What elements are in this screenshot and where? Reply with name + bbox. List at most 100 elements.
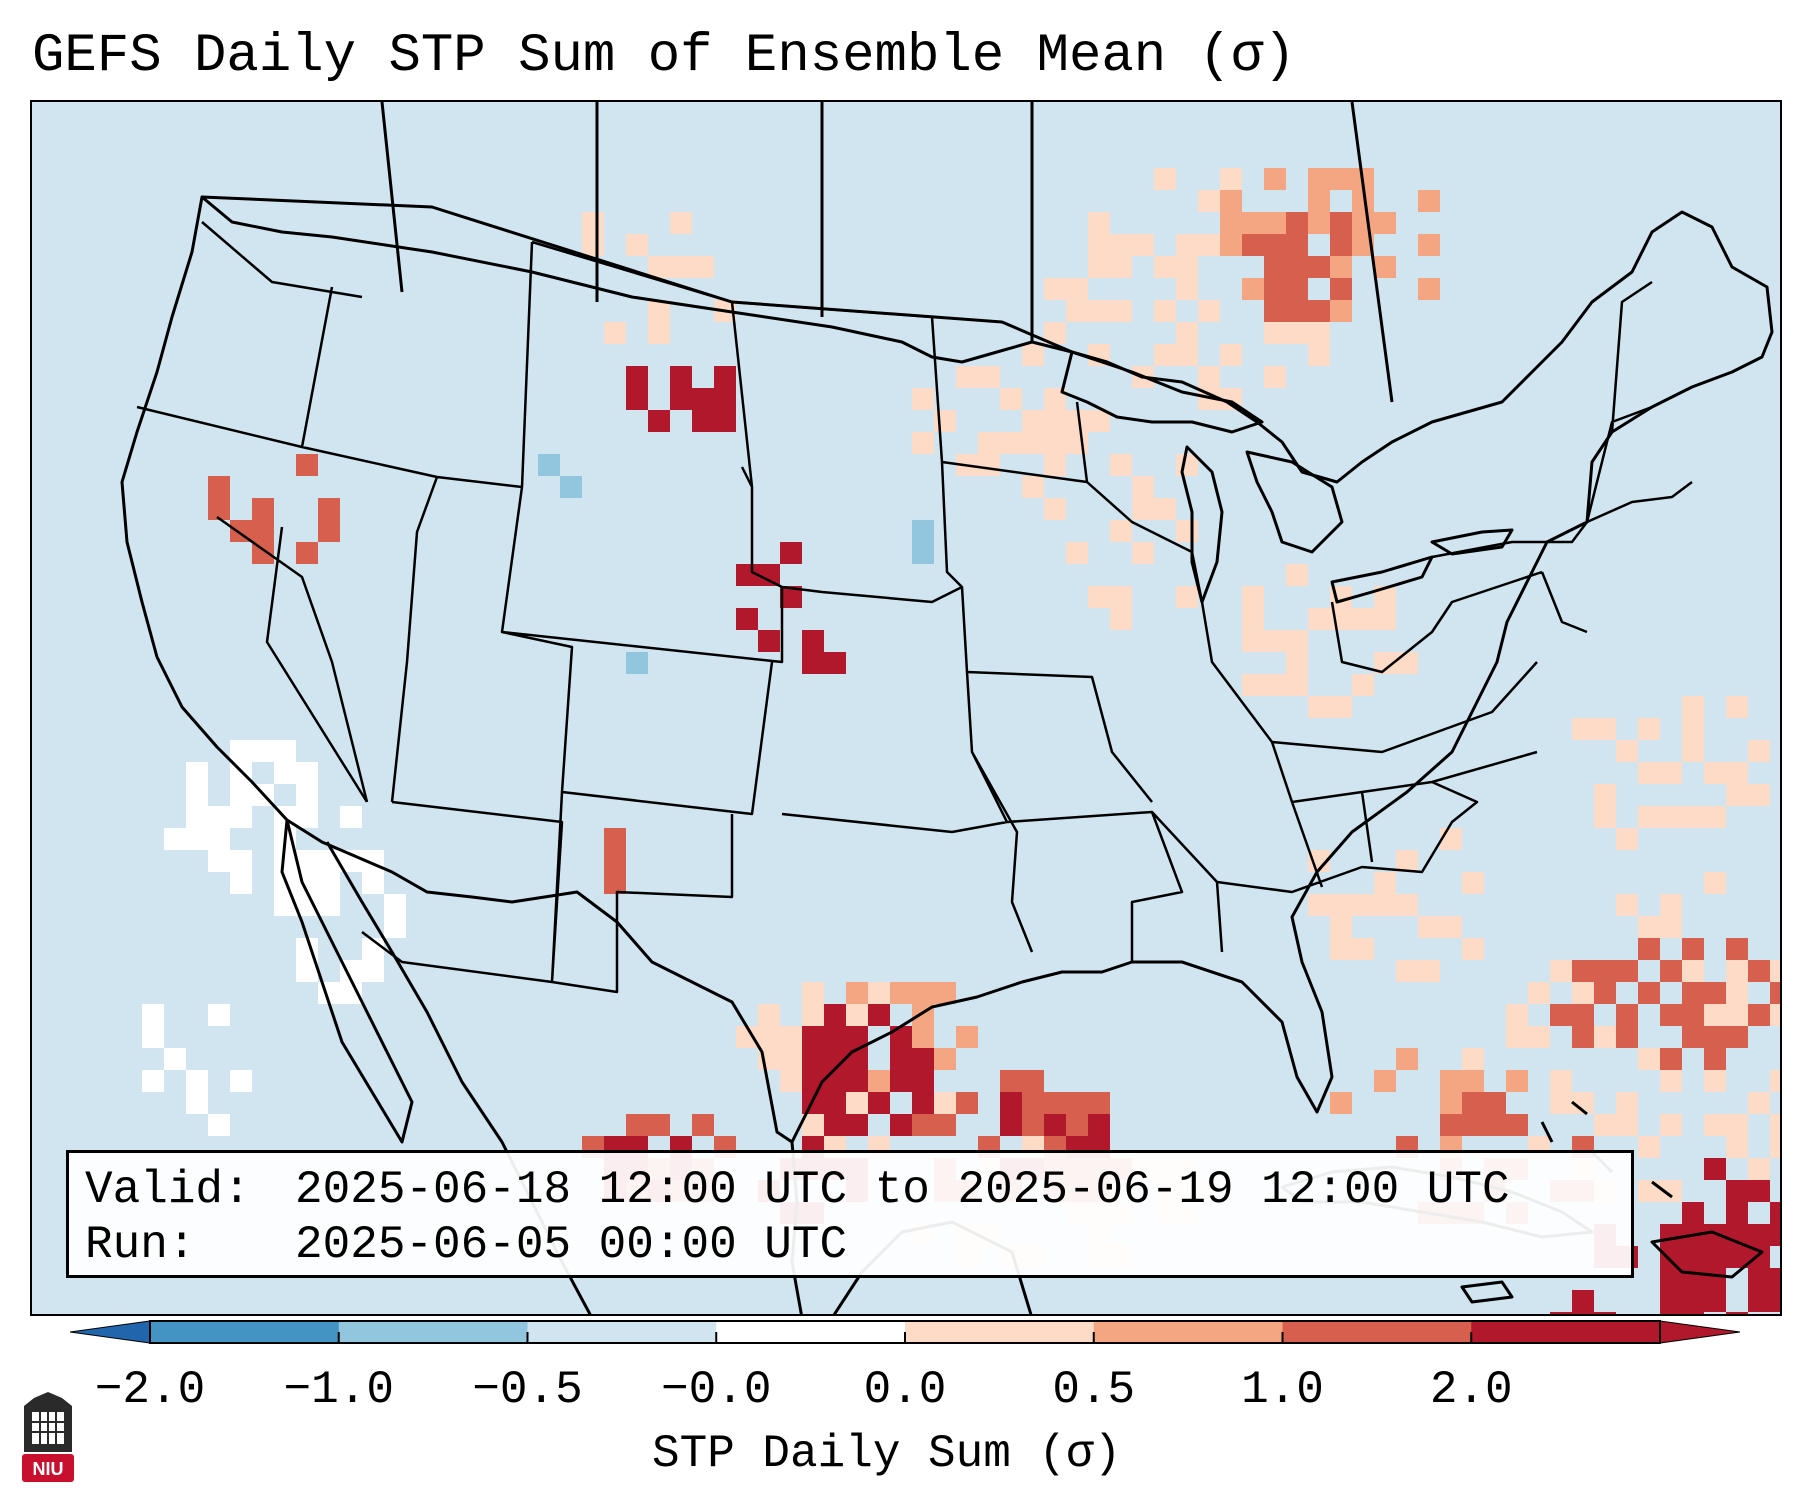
heatmap-cell	[1704, 982, 1726, 1004]
heatmap-cell	[1352, 234, 1374, 256]
heatmap-cell	[1396, 894, 1418, 916]
heatmap-cell	[1660, 1268, 1682, 1290]
heatmap-cell	[846, 1048, 868, 1070]
heatmap-cell	[1308, 894, 1330, 916]
heatmap-cell	[1616, 1004, 1638, 1026]
heatmap-cell	[912, 432, 934, 454]
heatmap-cell	[1594, 806, 1616, 828]
heatmap-cell	[1264, 300, 1286, 322]
heatmap-cell	[1550, 960, 1572, 982]
heatmap-cell	[1264, 366, 1286, 388]
heatmap-cell	[1704, 1114, 1726, 1136]
jamaica-outline	[1460, 1280, 1514, 1304]
heatmap-cell	[824, 1048, 846, 1070]
heatmap-cell	[1594, 1114, 1616, 1136]
heatmap-cell	[1110, 520, 1132, 542]
heatmap-cell	[1044, 1092, 1066, 1114]
heatmap-cell	[934, 1114, 956, 1136]
heatmap-cell	[912, 520, 934, 542]
heatmap-cell	[1022, 476, 1044, 498]
heatmap-cell	[1440, 1092, 1462, 1114]
heatmap-cell	[1088, 1114, 1110, 1136]
heatmap-cell	[1286, 674, 1308, 696]
heatmap-cell	[1374, 872, 1396, 894]
heatmap-cell	[604, 850, 626, 872]
heatmap-cell	[1110, 454, 1132, 476]
heatmap-cell	[318, 498, 340, 520]
heatmap-cell	[1638, 1048, 1660, 1070]
heatmap-cell	[318, 872, 340, 894]
heatmap-cell	[802, 1048, 824, 1070]
heatmap-cell	[1176, 234, 1198, 256]
heatmap-cell	[868, 1092, 890, 1114]
heatmap-cell	[1506, 1004, 1528, 1026]
heatmap-cell	[1550, 1092, 1572, 1114]
heatmap-cell	[1770, 1224, 1780, 1246]
heatmap-cell	[1594, 1026, 1616, 1048]
run-value: 2025-06-05 00:00 UTC	[295, 1219, 848, 1271]
heatmap-cell	[890, 982, 912, 1004]
heatmap-cell	[1220, 234, 1242, 256]
heatmap-cell	[1154, 498, 1176, 520]
heatmap-cell	[758, 564, 780, 586]
heatmap-cell	[978, 454, 1000, 476]
heatmap-cell	[1748, 960, 1770, 982]
heatmap-cell	[1264, 322, 1286, 344]
heatmap-cell	[1000, 1070, 1022, 1092]
heatmap-cell	[1044, 410, 1066, 432]
heatmap-cell	[1044, 454, 1066, 476]
heatmap-cell	[1660, 762, 1682, 784]
heatmap-cell	[1726, 762, 1748, 784]
heatmap-cell	[1572, 1312, 1594, 1314]
heatmap-cell	[1660, 1290, 1682, 1312]
heatmap-cell	[1308, 256, 1330, 278]
heatmap-cell	[1704, 1070, 1726, 1092]
heatmap-cell	[1660, 894, 1682, 916]
heatmap-cell	[758, 1004, 780, 1026]
state-lines	[136, 221, 1693, 994]
heatmap-cell	[780, 1070, 802, 1092]
heatmap-cell	[1660, 1224, 1682, 1246]
heatmap-cell	[912, 542, 934, 564]
heatmap-cell	[648, 410, 670, 432]
heatmap-cell	[1242, 674, 1264, 696]
heatmap-cell	[1066, 432, 1088, 454]
heatmap-cell	[1110, 234, 1132, 256]
heatmap-cell	[714, 410, 736, 432]
heatmap-cell	[802, 982, 824, 1004]
heatmap-cell	[1418, 234, 1440, 256]
heatmap-cell	[1176, 278, 1198, 300]
heatmap-cell	[1418, 916, 1440, 938]
valid-value: 2025-06-18 12:00 UTC to 2025-06-19 12:00…	[295, 1164, 1510, 1216]
heatmap-cell	[692, 256, 714, 278]
heatmap-cell	[1726, 1246, 1748, 1268]
heatmap-cell	[208, 476, 230, 498]
heatmap-cell	[1374, 894, 1396, 916]
us-outline	[120, 195, 1774, 1144]
heatmap-cell	[1066, 278, 1088, 300]
heatmap-cell	[1330, 916, 1352, 938]
heatmap-cell	[1330, 256, 1352, 278]
heatmap-cell	[1660, 1312, 1682, 1314]
heatmap-cell	[1286, 234, 1308, 256]
heatmap-cell	[1198, 234, 1220, 256]
heatmap-cell	[1616, 740, 1638, 762]
heatmap-cell	[186, 784, 208, 806]
heatmap-cell	[1594, 960, 1616, 982]
heatmap-cell	[1352, 212, 1374, 234]
heatmap-cell	[912, 1092, 934, 1114]
heatmap-cell	[1682, 1004, 1704, 1026]
heatmap-cell	[1132, 498, 1154, 520]
heatmap-cell	[1704, 1004, 1726, 1026]
heatmap-cell	[1440, 916, 1462, 938]
heatmap-cell	[1594, 1312, 1616, 1314]
colorbar-tick-label: −0.0	[661, 1364, 772, 1416]
heatmap-cell	[890, 1026, 912, 1048]
heatmap-cell	[582, 212, 604, 234]
heatmap-cell	[1352, 608, 1374, 630]
heatmap-cell	[1638, 916, 1660, 938]
heatmap-cell	[1308, 212, 1330, 234]
heatmap-cell	[340, 982, 362, 1004]
heatmap-cell	[604, 828, 626, 850]
heatmap-cell	[1132, 476, 1154, 498]
